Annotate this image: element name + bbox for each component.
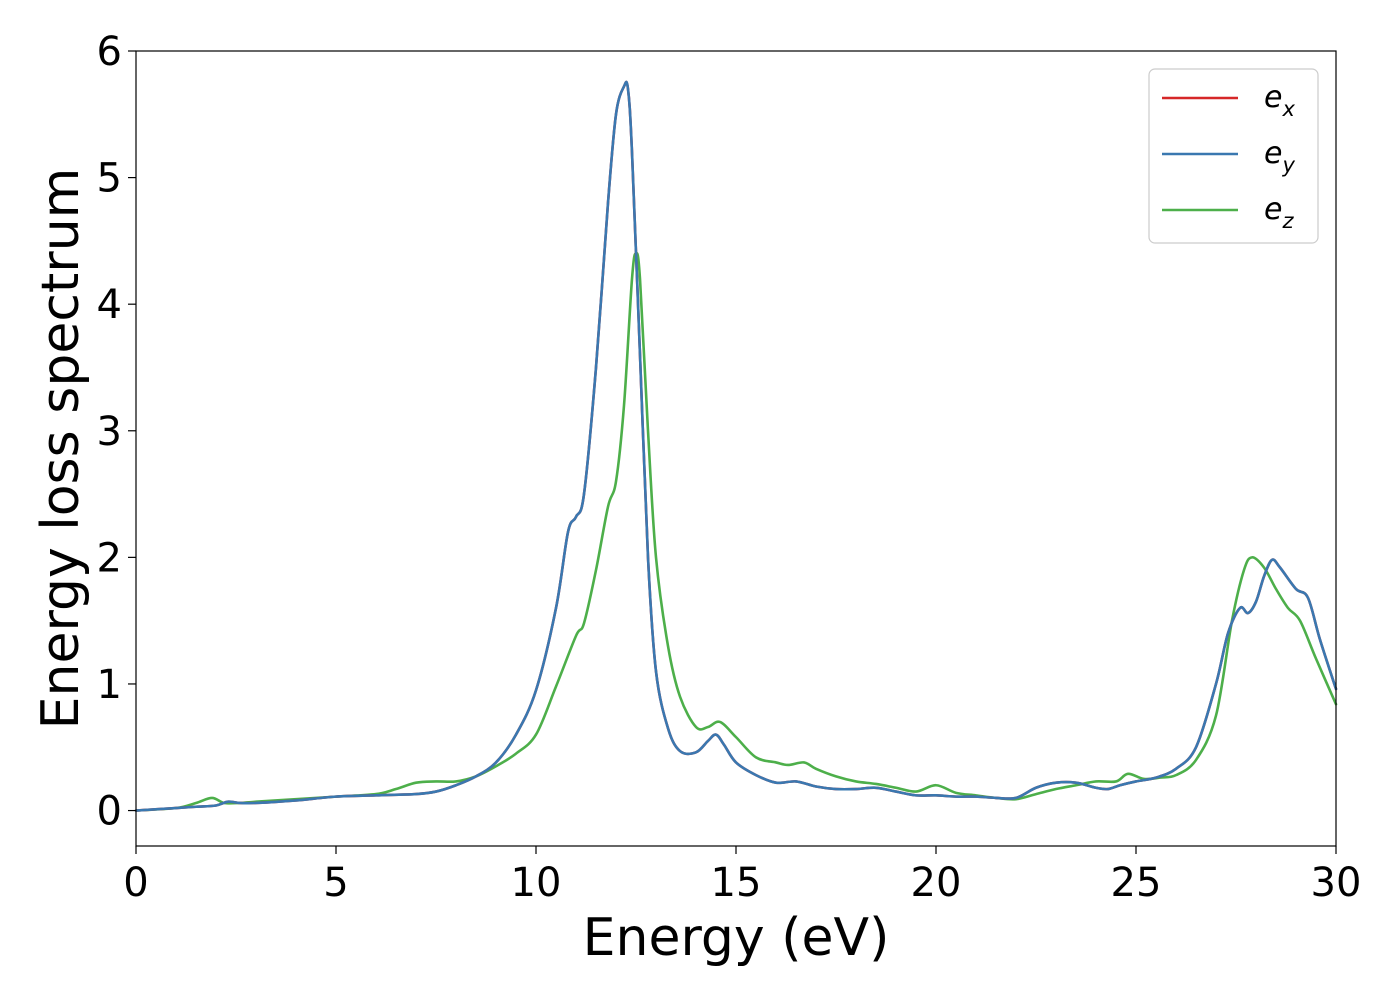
y-tick-label: 0 xyxy=(97,789,122,835)
legend-label-base: e xyxy=(1264,80,1282,115)
x-tick-label: 15 xyxy=(711,860,762,906)
y-axis-ticks: 0 1 2 3 4 5 6 xyxy=(97,29,136,835)
legend-label-sub: x xyxy=(1281,97,1295,121)
plot-lines xyxy=(134,80,1338,812)
x-axis-title: Energy (eV) xyxy=(583,908,890,968)
x-tick-label: 5 xyxy=(323,860,348,906)
legend-label-sub: z xyxy=(1281,209,1294,233)
legend-label-x: ex xyxy=(1264,80,1295,121)
y-tick-label: 1 xyxy=(97,662,122,708)
series-line-z xyxy=(134,252,1338,812)
x-axis-ticks: 0 5 10 15 20 25 30 xyxy=(123,846,1361,906)
legend-label-y: ey xyxy=(1264,136,1295,177)
y-tick-label: 2 xyxy=(97,535,122,581)
legend-box xyxy=(1148,68,1319,244)
y-tick-label: 4 xyxy=(97,282,122,328)
legend-label-base: e xyxy=(1264,192,1282,227)
x-tick-label: 25 xyxy=(1111,860,1162,906)
y-axis-title: Energy loss spectrum xyxy=(31,168,91,730)
legend-label-z: ez xyxy=(1264,192,1294,233)
y-tick-label: 5 xyxy=(97,156,122,202)
y-tick-label: 3 xyxy=(97,409,122,455)
series-line-y xyxy=(134,80,1338,812)
x-tick-label: 30 xyxy=(1311,860,1362,906)
x-tick-label: 10 xyxy=(511,860,562,906)
legend-label-sub: y xyxy=(1281,153,1295,177)
y-tick-label: 6 xyxy=(97,29,122,75)
x-tick-label: 0 xyxy=(123,860,148,906)
legend-label-base: e xyxy=(1264,136,1282,171)
x-tick-label: 20 xyxy=(911,860,962,906)
